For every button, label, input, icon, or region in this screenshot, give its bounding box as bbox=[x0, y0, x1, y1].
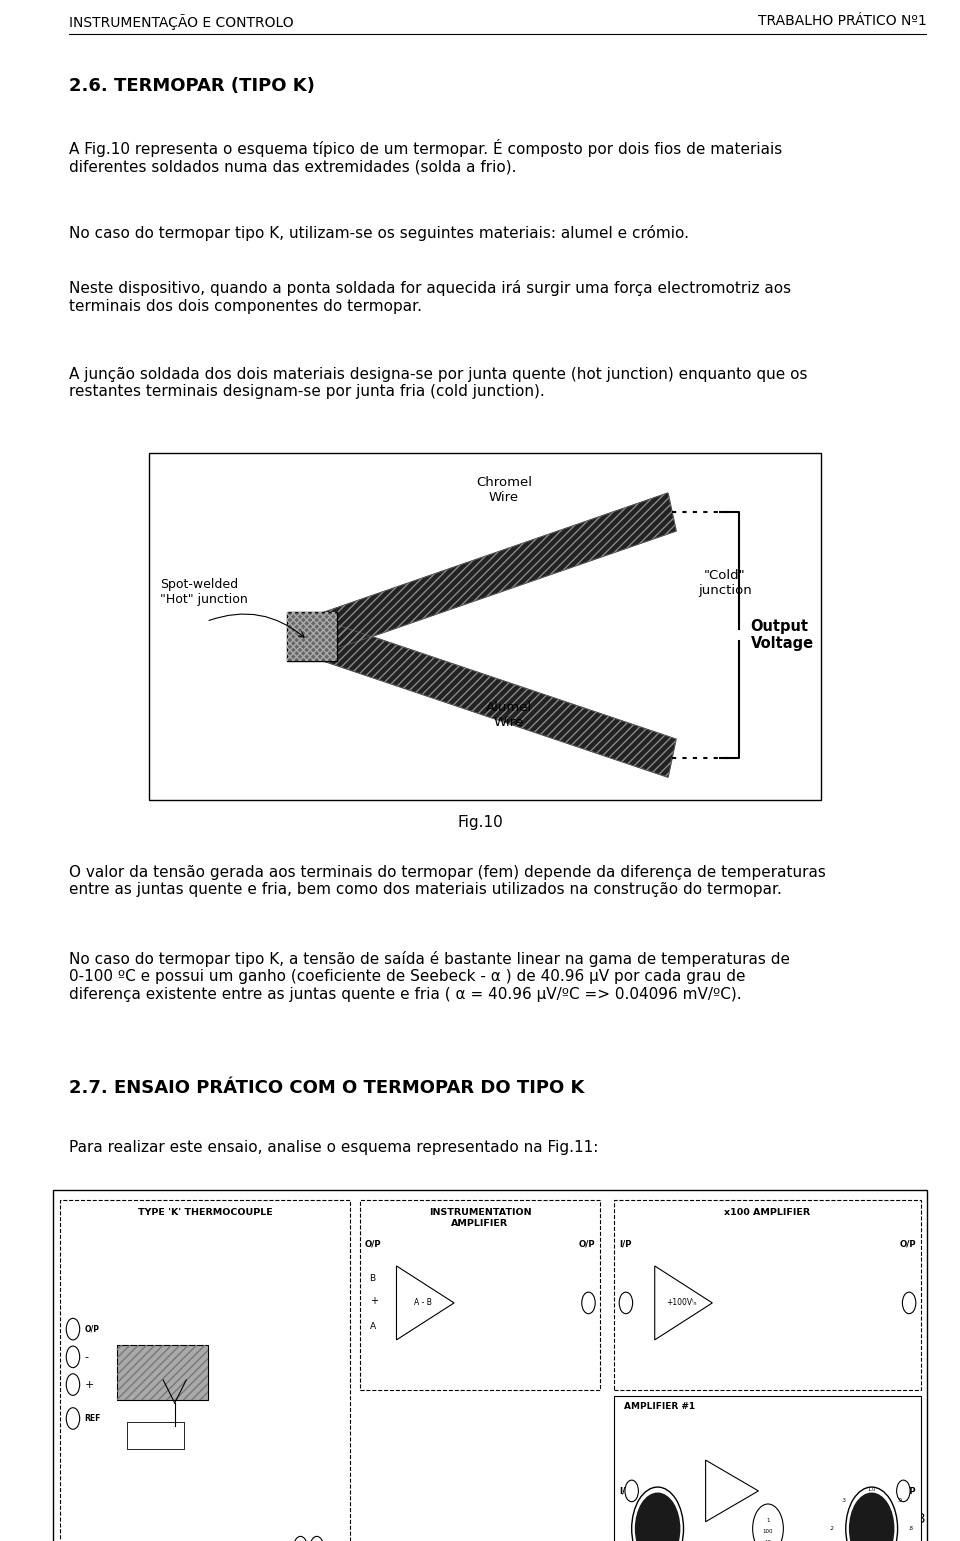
Text: 2.6. TERMOPAR (TIPO K): 2.6. TERMOPAR (TIPO K) bbox=[69, 77, 315, 96]
Text: 2.7. ENSAIO PRÁTICO COM O TERMOPAR DO TIPO K: 2.7. ENSAIO PRÁTICO COM O TERMOPAR DO TI… bbox=[69, 1079, 585, 1097]
Text: +: + bbox=[84, 1379, 94, 1390]
Text: O/P: O/P bbox=[900, 1487, 916, 1495]
Circle shape bbox=[897, 1481, 910, 1502]
Text: "Cold"
junction: "Cold" junction bbox=[698, 569, 752, 596]
FancyBboxPatch shape bbox=[60, 1200, 350, 1541]
Text: Spot-welded
"Hot" junction: Spot-welded "Hot" junction bbox=[160, 578, 248, 606]
Text: O/P: O/P bbox=[365, 1239, 381, 1248]
Text: O valor da tensão gerada aos terminais do termopar (fem) depende da diferença de: O valor da tensão gerada aos terminais d… bbox=[69, 865, 826, 897]
Text: .3: .3 bbox=[841, 1498, 847, 1504]
Text: AMPLIFIER #1: AMPLIFIER #1 bbox=[624, 1402, 695, 1412]
FancyBboxPatch shape bbox=[117, 1345, 208, 1401]
Text: Luis Filipe Baptista – ENIDH/MEMM: Luis Filipe Baptista – ENIDH/MEMM bbox=[69, 1512, 308, 1526]
Text: A: A bbox=[370, 1322, 375, 1330]
Text: TYPE 'K' THERMOCOUPLE: TYPE 'K' THERMOCOUPLE bbox=[137, 1208, 273, 1217]
Text: x100 AMPLIFIER: x100 AMPLIFIER bbox=[725, 1208, 810, 1217]
Circle shape bbox=[294, 1536, 307, 1541]
FancyBboxPatch shape bbox=[53, 1190, 927, 1541]
Circle shape bbox=[850, 1493, 894, 1541]
Text: .8: .8 bbox=[908, 1526, 914, 1532]
FancyBboxPatch shape bbox=[360, 1200, 600, 1390]
Text: 13: 13 bbox=[909, 1512, 926, 1526]
Text: Chromel
Wire: Chromel Wire bbox=[476, 476, 532, 504]
Text: B: B bbox=[370, 1274, 375, 1282]
Circle shape bbox=[636, 1493, 680, 1541]
Polygon shape bbox=[308, 618, 676, 777]
Text: O/P: O/P bbox=[84, 1325, 100, 1333]
Circle shape bbox=[66, 1319, 80, 1341]
Text: No caso do termopar tipo K, a tensão de saída é bastante linear na gama de tempe: No caso do termopar tipo K, a tensão de … bbox=[69, 951, 790, 1002]
Circle shape bbox=[582, 1293, 595, 1314]
Circle shape bbox=[310, 1536, 324, 1541]
FancyBboxPatch shape bbox=[287, 612, 337, 661]
Text: 1.0: 1.0 bbox=[868, 1487, 876, 1492]
Text: A junção soldada dos dois materiais designa-se por junta quente (hot junction) e: A junção soldada dos dois materiais desi… bbox=[69, 367, 807, 399]
FancyBboxPatch shape bbox=[614, 1396, 921, 1541]
Text: Output
Voltage: Output Voltage bbox=[751, 619, 814, 652]
Circle shape bbox=[66, 1347, 80, 1368]
Text: A - B: A - B bbox=[415, 1299, 432, 1307]
Text: +100Vᴵₙ: +100Vᴵₙ bbox=[666, 1299, 697, 1307]
Text: -: - bbox=[84, 1351, 88, 1362]
Text: I/P: I/P bbox=[619, 1487, 632, 1495]
Text: Alumel
Wire: Alumel Wire bbox=[486, 701, 532, 729]
FancyBboxPatch shape bbox=[614, 1200, 921, 1390]
Text: O/P: O/P bbox=[900, 1239, 916, 1248]
Text: INSTRUMENTATION
AMPLIFIER: INSTRUMENTATION AMPLIFIER bbox=[429, 1208, 531, 1228]
Text: Para realizar este ensaio, analise o esquema representado na Fig.11:: Para realizar este ensaio, analise o esq… bbox=[69, 1140, 598, 1156]
Text: No caso do termopar tipo K, utilizam-se os seguintes materiais: alumel e crómio.: No caso do termopar tipo K, utilizam-se … bbox=[69, 225, 689, 240]
Circle shape bbox=[902, 1293, 916, 1314]
Text: Neste dispositivo, quando a ponta soldada for aquecida irá surgir uma força elec: Neste dispositivo, quando a ponta soldad… bbox=[69, 280, 791, 314]
Text: A Fig.10 representa o esquema típico de um termopar. É composto por dois fios de: A Fig.10 representa o esquema típico de … bbox=[69, 139, 782, 174]
Text: REF: REF bbox=[84, 1415, 101, 1422]
Text: .2: .2 bbox=[829, 1526, 835, 1532]
Text: 100: 100 bbox=[763, 1529, 773, 1535]
Text: .9: .9 bbox=[897, 1498, 902, 1504]
Text: TRABALHO PRÁTICO Nº1: TRABALHO PRÁTICO Nº1 bbox=[757, 14, 926, 28]
Polygon shape bbox=[308, 493, 676, 656]
Text: +: + bbox=[370, 1296, 377, 1307]
FancyBboxPatch shape bbox=[149, 453, 821, 800]
Text: INSTRUMENTAÇÃO E CONTROLO: INSTRUMENTAÇÃO E CONTROLO bbox=[69, 14, 294, 29]
Circle shape bbox=[619, 1293, 633, 1314]
Circle shape bbox=[66, 1408, 80, 1430]
Text: Fig.10: Fig.10 bbox=[457, 815, 503, 831]
FancyBboxPatch shape bbox=[127, 1422, 184, 1450]
Text: I/P: I/P bbox=[619, 1239, 632, 1248]
Text: O/P: O/P bbox=[579, 1239, 595, 1248]
Circle shape bbox=[66, 1375, 80, 1396]
Circle shape bbox=[625, 1481, 638, 1502]
Text: 1: 1 bbox=[766, 1518, 770, 1524]
Circle shape bbox=[753, 1504, 783, 1541]
